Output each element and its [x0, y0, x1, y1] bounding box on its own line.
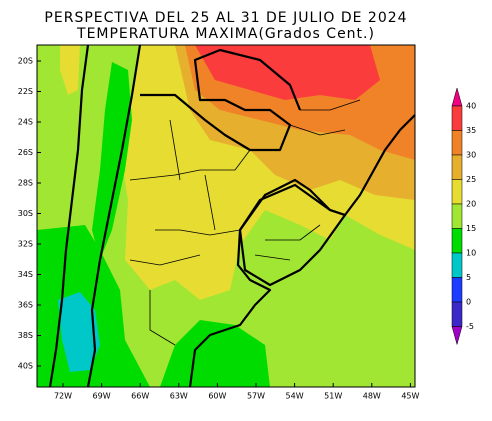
lat-label: 34S: [18, 270, 33, 279]
colorbar-band: [451, 154, 463, 180]
lat-label: 24S: [18, 118, 33, 127]
lon-label: 57W: [247, 392, 265, 401]
borders: [48, 44, 416, 388]
lat-label: 38S: [18, 331, 33, 340]
title-line: PERSPECTIVA DEL 25 AL 31 DE JULIO DE 202…: [44, 10, 407, 26]
lon-label: 63W: [170, 392, 188, 401]
lat-label: 28S: [18, 179, 33, 188]
lon-label: 66W: [131, 392, 149, 401]
lon-label: 69W: [93, 392, 111, 401]
colorbar-band: [451, 228, 463, 254]
lon-label: 45W: [401, 392, 419, 401]
colorbar-band: [451, 105, 463, 131]
colorbar-label: 10: [466, 249, 476, 258]
lon-label: 54W: [286, 392, 304, 401]
lat-label: 22S: [18, 87, 33, 96]
colorbar-label: 5: [466, 273, 471, 282]
colorbar-band: [451, 130, 463, 156]
temperature-field: [37, 45, 415, 387]
colorbar-cap: [451, 326, 463, 346]
colorbar-label: 15: [466, 224, 476, 233]
lat-label: 20S: [18, 57, 33, 66]
lon-label: 72W: [54, 392, 72, 401]
colorbar-label: 25: [466, 175, 476, 184]
colorbar-cap: [451, 87, 463, 107]
colorbar-label: -5: [466, 322, 474, 331]
colorbar-band: [451, 301, 463, 327]
colorbar-label: 35: [466, 126, 476, 135]
title-line: TEMPERATURA MAXIMA(Grados Cent.): [76, 26, 375, 42]
lon-label: 60W: [208, 392, 226, 401]
lat-label: 40S: [18, 362, 33, 371]
colorbar-band: [451, 277, 463, 303]
lat-label: 36S: [18, 301, 33, 310]
colorbar-label: 0: [466, 298, 471, 307]
lat-label: 26S: [18, 148, 33, 157]
lon-label: 48W: [363, 392, 381, 401]
lat-label: 30S: [18, 209, 33, 218]
colorbar-label: 30: [466, 151, 476, 160]
colorbar-band: [451, 252, 463, 278]
lon-label: 51W: [324, 392, 342, 401]
colorbar-label: 20: [466, 200, 476, 209]
colorbar-label: 40: [466, 102, 476, 111]
colorbar-band: [451, 179, 463, 205]
lat-label: 32S: [18, 240, 33, 249]
colorbar-band: [451, 203, 463, 229]
map-frame: [36, 44, 416, 388]
